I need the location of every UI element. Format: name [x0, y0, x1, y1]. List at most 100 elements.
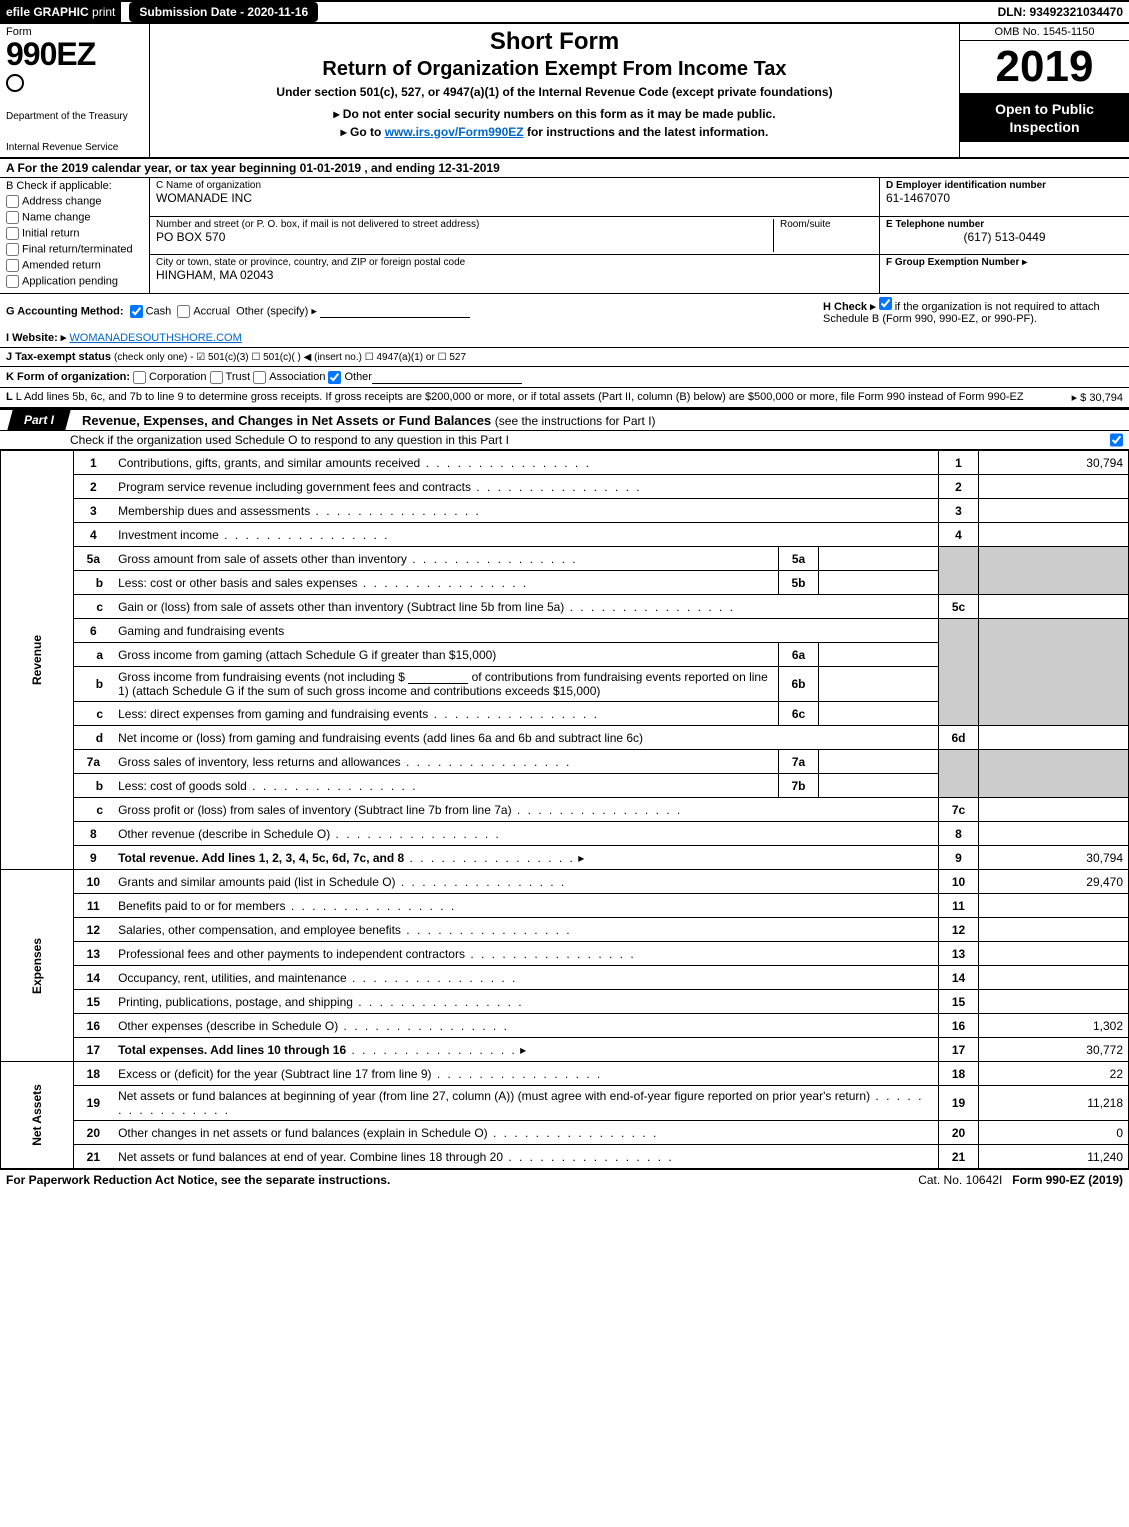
checkbox-name-change[interactable]	[6, 211, 19, 224]
line-desc: Net income or (loss) from gaming and fun…	[113, 726, 938, 750]
check-initial-return[interactable]: Initial return	[6, 227, 143, 240]
label-other-org: Other	[344, 371, 372, 383]
col-number: 9	[939, 846, 979, 870]
box-b: B Check if applicable: Address change Na…	[0, 178, 150, 293]
part1-title-note: (see the instructions for Part I)	[495, 414, 656, 428]
checkbox-other-org[interactable]	[328, 371, 341, 384]
submission-badge: Submission Date - 2020-11-16	[129, 2, 318, 22]
label-cash: Cash	[146, 305, 172, 317]
irs-logo-icon	[6, 74, 24, 92]
page-footer: For Paperwork Reduction Act Notice, see …	[0, 1169, 1129, 1190]
check-final-return[interactable]: Final return/terminated	[6, 243, 143, 256]
checkbox-corp[interactable]	[133, 371, 146, 384]
col-value	[979, 523, 1129, 547]
irs-label: Internal Revenue Service	[6, 142, 143, 153]
ein-label: D Employer identification number	[886, 180, 1123, 191]
check-o-row: Check if the organization used Schedule …	[0, 431, 1129, 450]
col-value: 11,218	[979, 1086, 1129, 1121]
col-value	[979, 942, 1129, 966]
goto-link[interactable]: www.irs.gov/Form990EZ	[385, 125, 524, 139]
line-number: 5a	[73, 547, 113, 571]
line-number: 6	[73, 619, 113, 643]
line-desc: Professional fees and other payments to …	[113, 942, 938, 966]
h-label: H Check ▸	[823, 301, 879, 313]
sub-col-value	[819, 750, 939, 774]
col-value	[979, 475, 1129, 499]
top-bar: efile GRAPHIC print Submission Date - 20…	[0, 0, 1129, 24]
sub-col-number: 5a	[779, 547, 819, 571]
label-name-change: Name change	[22, 211, 91, 223]
label-pending: Application pending	[22, 275, 118, 287]
line-number: 1	[73, 451, 113, 475]
col-number: 14	[939, 966, 979, 990]
website-link[interactable]: WOMANADESOUTHSHORE.COM	[69, 332, 241, 344]
header-right: OMB No. 1545-1150 2019 Open to Public In…	[959, 24, 1129, 157]
table-row: d Net income or (loss) from gaming and f…	[1, 726, 1129, 750]
goto-prefix: ▸ Go to	[341, 125, 385, 139]
entity-block: B Check if applicable: Address change Na…	[0, 178, 1129, 294]
main-title: Return of Organization Exempt From Incom…	[160, 58, 949, 81]
table-row: 13 Professional fees and other payments …	[1, 942, 1129, 966]
table-row: 11 Benefits paid to or for members 11	[1, 894, 1129, 918]
footer-center: Cat. No. 10642I	[908, 1173, 1012, 1187]
line-number: 10	[73, 870, 113, 894]
checkbox-address-change[interactable]	[6, 195, 19, 208]
line-desc: Grants and similar amounts paid (list in…	[113, 870, 938, 894]
table-row: 2 Program service revenue including gove…	[1, 475, 1129, 499]
l6b-amount-input[interactable]	[408, 670, 468, 684]
short-form-title: Short Form	[160, 28, 949, 56]
inspection-line2: Inspection	[964, 118, 1125, 136]
part1-title-text: Revenue, Expenses, and Changes in Net As…	[82, 413, 491, 428]
col-number: 1	[939, 451, 979, 475]
row-g-h: G Accounting Method: Cash Accrual Other …	[0, 294, 1129, 328]
col-number: 12	[939, 918, 979, 942]
table-row: 15 Printing, publications, postage, and …	[1, 990, 1129, 1014]
other-org-input[interactable]	[372, 370, 522, 384]
form-number: 990EZ	[6, 38, 143, 70]
phone-cell: E Telephone number (617) 513-0449	[880, 217, 1129, 256]
checkbox-final-return[interactable]	[6, 243, 19, 256]
line-number: 19	[73, 1086, 113, 1121]
efile-label: efile GRAPHIC	[6, 5, 89, 19]
checkbox-h[interactable]	[879, 297, 892, 310]
line-desc: Gross income from gaming (attach Schedul…	[113, 643, 778, 667]
col-value: 11,240	[979, 1145, 1129, 1169]
checkbox-initial-return[interactable]	[6, 227, 19, 240]
accounting-method: G Accounting Method: Cash Accrual Other …	[6, 304, 823, 318]
print-link[interactable]: print	[92, 5, 115, 19]
k-label: K Form of organization:	[6, 371, 130, 383]
check-address-change[interactable]: Address change	[6, 195, 143, 208]
checkbox-cash[interactable]	[130, 305, 143, 318]
checkbox-schedule-o[interactable]	[1110, 433, 1123, 447]
sub-col-value	[819, 774, 939, 798]
col-number: 4	[939, 523, 979, 547]
check-name-change[interactable]: Name change	[6, 211, 143, 224]
phone-label: E Telephone number	[886, 219, 1123, 230]
line-desc: Gross sales of inventory, less returns a…	[113, 750, 778, 774]
line-number: 20	[73, 1121, 113, 1145]
col-number: 8	[939, 822, 979, 846]
checkbox-assoc[interactable]	[253, 371, 266, 384]
col-value	[979, 499, 1129, 523]
box-c: C Name of organization WOMANADE INC Numb…	[150, 178, 879, 293]
l6b-pre: Gross income from fundraising events (no…	[118, 670, 405, 684]
check-amended[interactable]: Amended return	[6, 259, 143, 272]
checkbox-trust[interactable]	[210, 371, 223, 384]
header-left: Form 990EZ Department of the Treasury In…	[0, 24, 150, 157]
label-initial-return: Initial return	[22, 227, 79, 239]
table-row: 21 Net assets or fund balances at end of…	[1, 1145, 1129, 1169]
sub-col-number: 7b	[779, 774, 819, 798]
other-input[interactable]	[320, 304, 470, 318]
checkbox-pending[interactable]	[6, 275, 19, 288]
line-desc: Gain or (loss) from sale of assets other…	[113, 595, 938, 619]
col-number: 18	[939, 1062, 979, 1086]
line-desc: Total revenue. Add lines 1, 2, 3, 4, 5c,…	[113, 846, 938, 870]
street-row: Number and street (or P. O. box, if mail…	[150, 217, 879, 256]
col-value: 29,470	[979, 870, 1129, 894]
checkbox-accrual[interactable]	[177, 305, 190, 318]
sub-col-value	[819, 702, 939, 726]
sub-col-number: 6c	[779, 702, 819, 726]
checkbox-amended[interactable]	[6, 259, 19, 272]
col-value: 1,302	[979, 1014, 1129, 1038]
check-pending[interactable]: Application pending	[6, 275, 143, 288]
